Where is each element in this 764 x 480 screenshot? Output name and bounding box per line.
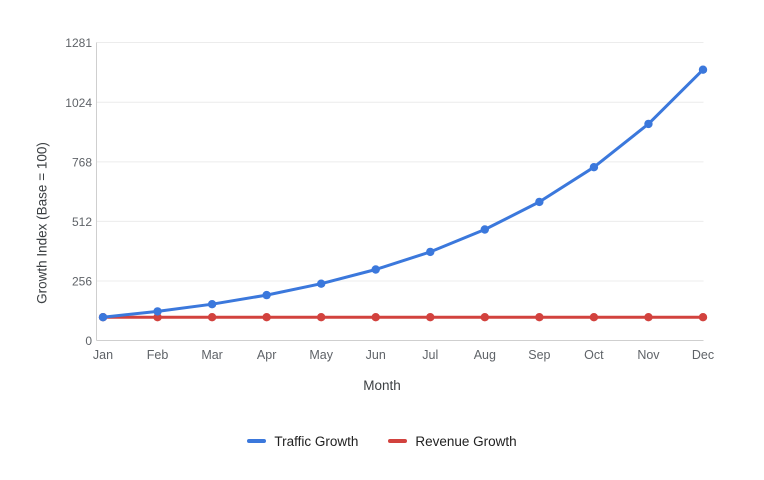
- y-gridlines: [96, 42, 704, 282]
- growth-chart-plot: 0 256 512 768 1024 1281 Jan Feb Mar Apr May Jun Jul A…: [65, 36, 714, 362]
- data-point-revenue-growth-sep: [535, 313, 544, 322]
- data-point-revenue-growth-jul: [426, 313, 435, 322]
- data-point-traffic-growth-mar: [207, 300, 217, 309]
- chart-legend: Traffic Growth Revenue Growth: [0, 430, 764, 452]
- y-tick-label: 0: [85, 334, 92, 348]
- data-point-revenue-growth-mar: [207, 313, 217, 322]
- data-point-revenue-growth-dec: [698, 313, 708, 322]
- data-point-traffic-growth-sep: [535, 197, 544, 207]
- x-tick-label: Jan: [93, 348, 113, 362]
- data-point-traffic-growth-oct: [589, 163, 599, 172]
- data-point-revenue-growth-oct: [589, 313, 599, 322]
- legend-item-traffic-growth[interactable]: Traffic Growth: [247, 434, 358, 449]
- data-point-revenue-growth-may: [316, 313, 326, 322]
- y-tick-label: 512: [72, 215, 92, 229]
- data-point-traffic-growth-aug: [480, 225, 490, 234]
- data-point-traffic-growth-apr: [262, 290, 271, 300]
- data-point-traffic-growth-jun: [371, 265, 380, 274]
- x-tick-labels: Jan Feb Mar Apr May Jun Jul Aug Sep Oct Nov Dec: [93, 348, 714, 362]
- y-axis-title: Growth Index (Base = 100): [34, 142, 50, 304]
- data-point-traffic-growth-nov: [644, 119, 653, 129]
- x-tick-label: Nov: [637, 348, 660, 362]
- data-point-revenue-growth-aug: [480, 313, 490, 322]
- x-tick-label: May: [309, 348, 333, 362]
- x-tick-label: Sep: [528, 348, 550, 362]
- data-point-traffic-growth-feb: [153, 307, 162, 316]
- x-tick-label: Aug: [474, 348, 496, 362]
- data-point-traffic-growth-jul: [426, 247, 435, 257]
- series-markers-traffic-growth: [98, 65, 708, 322]
- series-markers-revenue-growth: [98, 313, 708, 322]
- legend-swatch-traffic-growth: [247, 439, 267, 443]
- legend-swatch-revenue-growth: [388, 439, 408, 443]
- y-tick-label: 1024: [65, 96, 92, 110]
- legend-item-revenue-growth[interactable]: Revenue Growth: [388, 433, 517, 449]
- y-tick-label: 768: [72, 155, 92, 169]
- x-tick-label: Apr: [257, 348, 276, 362]
- y-tick-label: 256: [72, 274, 92, 288]
- legend-label: Traffic Growth: [274, 433, 359, 449]
- data-point-revenue-growth-jun: [371, 313, 380, 322]
- x-tick-label: Jun: [366, 348, 386, 362]
- x-tick-label: Dec: [692, 348, 714, 362]
- x-tick-label: Jul: [422, 348, 438, 362]
- data-point-traffic-growth-may: [316, 279, 326, 288]
- data-point-traffic-growth-jan: [98, 313, 108, 322]
- legend-label: Revenue Growth: [415, 433, 517, 449]
- data-point-revenue-growth-nov: [644, 313, 653, 322]
- x-tick-label: Feb: [147, 348, 169, 362]
- x-axis-title: Month: [363, 378, 401, 393]
- data-point-revenue-growth-feb: [153, 313, 162, 322]
- data-point-traffic-growth-dec: [698, 65, 708, 74]
- x-tick-label: Oct: [584, 348, 604, 362]
- y-tick-labels: 0 256 512 768 1024 1281: [65, 36, 92, 348]
- x-tick-label: Mar: [201, 348, 223, 362]
- data-point-revenue-growth-apr: [262, 313, 271, 322]
- series-line-traffic-growth: [101, 68, 705, 319]
- y-tick-label: 1281: [65, 36, 92, 50]
